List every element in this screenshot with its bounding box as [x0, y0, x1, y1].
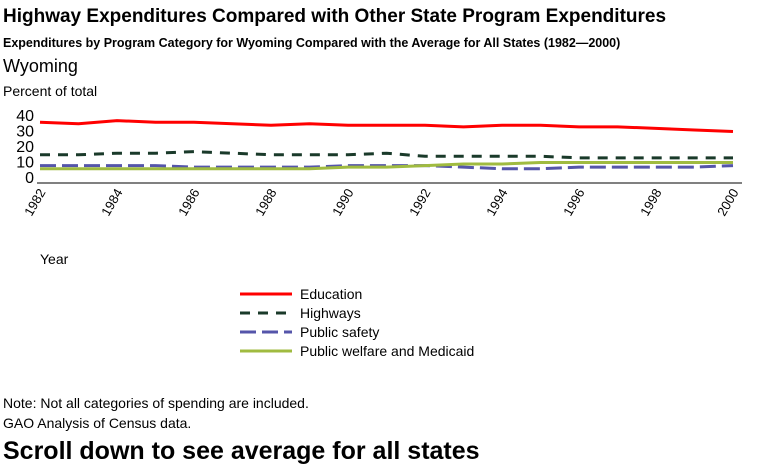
y-tick-label: 10	[16, 155, 34, 172]
x-tick-label: 1994	[483, 186, 510, 219]
note: Note: Not all categories of spending are…	[3, 395, 309, 411]
legend-item: Public welfare and Medicaid	[240, 341, 474, 360]
x-tick-label: 1992	[406, 186, 433, 219]
legend-swatch	[240, 330, 292, 333]
legend-item: Education	[240, 284, 474, 303]
x-tick-label: 1986	[175, 186, 202, 219]
legend-item: Public safety	[240, 322, 474, 341]
legend-swatch	[240, 292, 292, 295]
legend: Education Highways Public safety Public wel…	[240, 284, 474, 360]
series-line-highways	[40, 150, 733, 160]
x-tick-label: 1982	[21, 186, 48, 219]
chart-title: Highway Expenditures Compared with Other…	[3, 6, 667, 27]
legend-swatch	[240, 311, 292, 314]
legend-label: Public welfare and Medicaid	[300, 342, 475, 359]
y-tick-label: 40	[16, 108, 34, 125]
y-tick-label: 20	[16, 139, 34, 156]
x-tick-label: 1996	[560, 186, 587, 219]
x-tick-label: 1998	[637, 186, 664, 219]
chart-subtitle: Expenditures by Program Category for Wyo…	[3, 36, 621, 50]
legend-label: Education	[300, 285, 363, 302]
y-tick-label: 30	[16, 124, 34, 141]
legend-item: Highways	[240, 303, 474, 322]
series-line-public-welfare-and-medicaid	[40, 161, 733, 171]
x-tick-label: 1990	[329, 186, 356, 219]
source: GAO Analysis of Census data.	[3, 415, 192, 431]
y-axis-label: Percent of total	[3, 83, 98, 99]
state-label: Wyoming	[3, 56, 78, 76]
legend-swatch	[240, 349, 292, 352]
scroll-hint: Scroll down to see average for all state…	[3, 437, 480, 465]
series-line-public-safety	[40, 164, 734, 171]
x-tick-label: 1988	[252, 186, 279, 219]
legend-label: Highways	[300, 304, 361, 321]
x-tick-label: 2000	[714, 186, 741, 219]
y-tick-label: 0	[25, 170, 34, 187]
series-line-education	[39, 119, 734, 133]
x-tick-label: 1984	[98, 186, 125, 219]
x-axis-label: Year	[40, 251, 69, 267]
legend-label: Public safety	[300, 323, 380, 340]
